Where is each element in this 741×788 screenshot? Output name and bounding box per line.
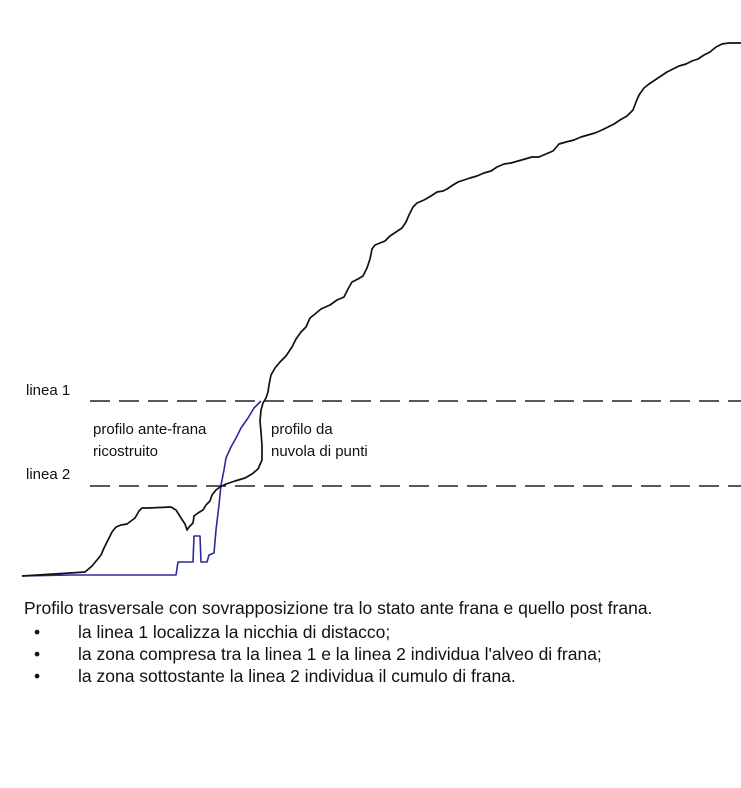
list-item: • la zona sottostante la linea 2 individ… [24,665,724,687]
profilo-da-label: profilo da [271,421,333,438]
bullet-text: la zona compresa tra la linea 1 e la lin… [78,644,602,664]
list-item: • la zona compresa tra la linea 1 e la l… [24,643,724,665]
bullet-icon: • [34,666,41,686]
caption-intro: Profilo trasversale con sovrapposizione … [24,598,653,618]
nuvola-di-punti-label: nuvola di punti [271,443,368,460]
profilo-nuvola-punti-line [21,42,741,577]
linea-1-label: linea 1 [26,382,70,399]
bullet-icon: • [34,622,41,642]
linea-2-label: linea 2 [26,466,70,483]
bullet-icon: • [34,644,41,664]
profilo-ante-frana-label: profilo ante-frana [93,421,207,438]
bullet-text: la linea 1 localizza la nicchia di dista… [78,622,391,642]
profilo-ante-frana-line [21,400,262,577]
list-item: • la linea 1 localizza la nicchia di dis… [24,621,724,643]
profile-diagram: linea 1 linea 2 profilo ante-frana ricos… [21,42,741,577]
caption: Profilo trasversale con sovrapposizione … [24,597,724,687]
caption-bullet-list: • la linea 1 localizza la nicchia di dis… [24,621,724,687]
bullet-text: la zona sottostante la linea 2 individua… [78,666,516,686]
ricostruito-label: ricostruito [93,443,158,460]
